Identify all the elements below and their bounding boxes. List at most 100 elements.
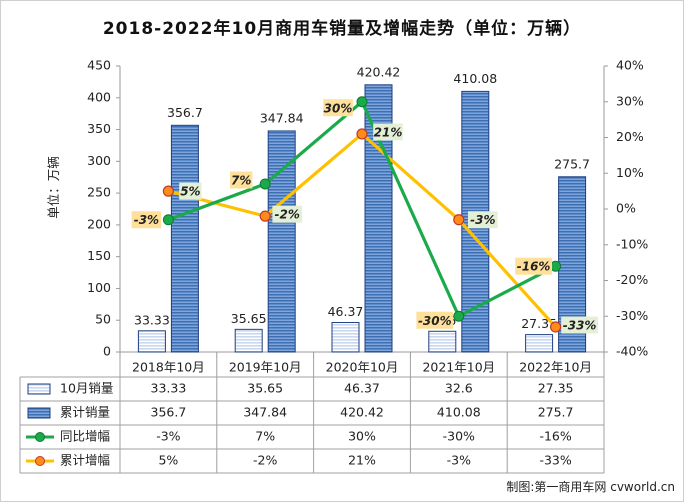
yoy-growth-point (356, 96, 368, 108)
legend-label: 累计销量 (60, 405, 110, 420)
y-tick-label: 400 (87, 89, 111, 104)
bar-monthly-sales (428, 330, 457, 353)
y2-tick-label: 0% (616, 201, 636, 216)
yoy-growth-label-bg (515, 257, 552, 275)
bar-cumulative-sales-label: 420.42 (357, 64, 401, 79)
cumulative-growth-label-bg (373, 123, 403, 141)
x-tick-label: 2020年10月 (326, 360, 399, 375)
table-cell: 356.7 (151, 405, 187, 420)
yoy-growth-label-bg (230, 171, 253, 189)
cumulative-growth-label-bg (561, 316, 598, 334)
table-cell: -3% (447, 453, 471, 468)
x-tick-label: 2019年10月 (229, 360, 302, 375)
legend-key-cumulative-sales (27, 407, 51, 419)
table-cell: 410.08 (437, 405, 481, 420)
bar-monthly-sales-label: 46.37 (328, 304, 364, 319)
y2-tick-label: -40% (616, 344, 648, 359)
cumulative-growth-label: 5% (180, 185, 200, 199)
yoy-growth-label: 30% (324, 101, 353, 115)
bar-monthly-sales-label: 35.65 (231, 311, 267, 326)
legend-key-marker (35, 432, 45, 442)
table-cell: -3% (156, 429, 180, 444)
cumulative-growth-point (549, 321, 562, 333)
cumulative-growth-label: 21% (374, 125, 403, 139)
table-cell: -2% (253, 453, 277, 468)
cumulative-growth-label: -33% (563, 318, 597, 332)
y2-tick-label: 40% (616, 58, 644, 73)
y2-tick-label: -10% (616, 236, 648, 251)
table-cell: -16% (539, 429, 571, 444)
table-cell: 30% (348, 429, 376, 444)
y-tick-label: 450 (87, 58, 111, 73)
bar-cumulative-sales-label: 356.7 (167, 105, 203, 120)
table-cell: 35.65 (247, 381, 283, 396)
x-tick-label: 2022年10月 (519, 360, 592, 375)
table-cell: -30% (443, 429, 475, 444)
yoy-growth-point (453, 310, 465, 322)
table-cell: 5% (158, 453, 178, 468)
bar-monthly-sales (137, 330, 166, 353)
bar-monthly-sales (234, 328, 263, 353)
y2-tick-label: 30% (616, 93, 644, 108)
table-cell: 33.33 (151, 381, 187, 396)
cumulative-growth-label-bg (272, 205, 302, 223)
y2-tick-label: 20% (616, 129, 644, 144)
y-tick-label: 250 (87, 185, 111, 200)
legend-label: 同比增幅 (60, 429, 110, 444)
y-tick-label: 150 (87, 248, 111, 263)
yoy-growth-label: -30% (418, 314, 452, 328)
yoy-growth-label: 7% (231, 173, 251, 187)
cumulative-growth-label: -3% (470, 213, 495, 227)
y2-tick-label: -30% (616, 308, 648, 323)
bar-monthly-sales (331, 322, 360, 353)
cumulative-growth-label: -2% (275, 208, 300, 222)
bar-cumulative-sales (267, 130, 296, 353)
table-cell: 420.42 (340, 405, 384, 420)
yoy-growth-label-bg (416, 311, 454, 329)
bar-cumulative-sales-label: 410.08 (453, 71, 497, 86)
bar-cumulative-sales-label: 347.84 (260, 110, 304, 125)
legend-label: 10月销量 (60, 381, 113, 396)
legend-key-monthly-sales (27, 383, 51, 395)
legend-label: 累计增幅 (60, 453, 110, 468)
bar-monthly-sales (525, 334, 554, 353)
yoy-growth-label: -3% (134, 213, 159, 227)
cumulative-growth-point (259, 210, 271, 222)
cumulative-growth-point (356, 128, 368, 140)
cumulative-growth-label-bg (468, 211, 498, 229)
table-cell: 275.7 (538, 405, 574, 420)
yoy-growth-point (162, 214, 174, 226)
cumulative-growth-point (162, 185, 174, 197)
y-tick-label: 300 (87, 153, 111, 168)
bar-cumulative-sales (170, 124, 199, 353)
credit-text: 制图:第一商用车网 cvworld.cn (506, 480, 675, 494)
table-cell: 27.35 (538, 381, 574, 396)
table-cell: 21% (348, 453, 376, 468)
yoy-growth-label-bg (131, 211, 162, 229)
table-cell: 32.6 (445, 381, 473, 396)
y-tick-label: 0 (103, 344, 111, 359)
y2-tick-label: -20% (616, 272, 648, 287)
table-cell: -33% (539, 453, 571, 468)
yoy-growth-label: -16% (517, 260, 551, 274)
y-tick-label: 350 (87, 121, 111, 136)
table-cell: 347.84 (243, 405, 287, 420)
table-cell: 46.37 (344, 381, 380, 396)
y2-tick-label: 10% (616, 165, 644, 180)
y-tick-label: 50 (95, 312, 111, 327)
legend-key-marker (35, 456, 45, 466)
y-tick-label: 200 (87, 216, 111, 231)
yoy-growth-point (259, 178, 271, 190)
yoy-growth-point (550, 260, 562, 272)
x-tick-label: 2021年10月 (422, 360, 495, 375)
cumulative-growth-point (453, 214, 465, 226)
cumulative-growth-label-bg (179, 182, 202, 200)
chart-title: 2018-2022年10月商用车销量及增幅走势（单位：万辆） (102, 19, 582, 39)
x-tick-label: 2018年10月 (132, 360, 205, 375)
bar-monthly-sales-label: 33.33 (134, 312, 170, 327)
bar-cumulative-sales-label: 275.7 (554, 156, 590, 171)
table-cell: 7% (255, 429, 275, 444)
yoy-growth-label-bg (323, 99, 353, 117)
y-tick-label: 100 (87, 280, 111, 295)
